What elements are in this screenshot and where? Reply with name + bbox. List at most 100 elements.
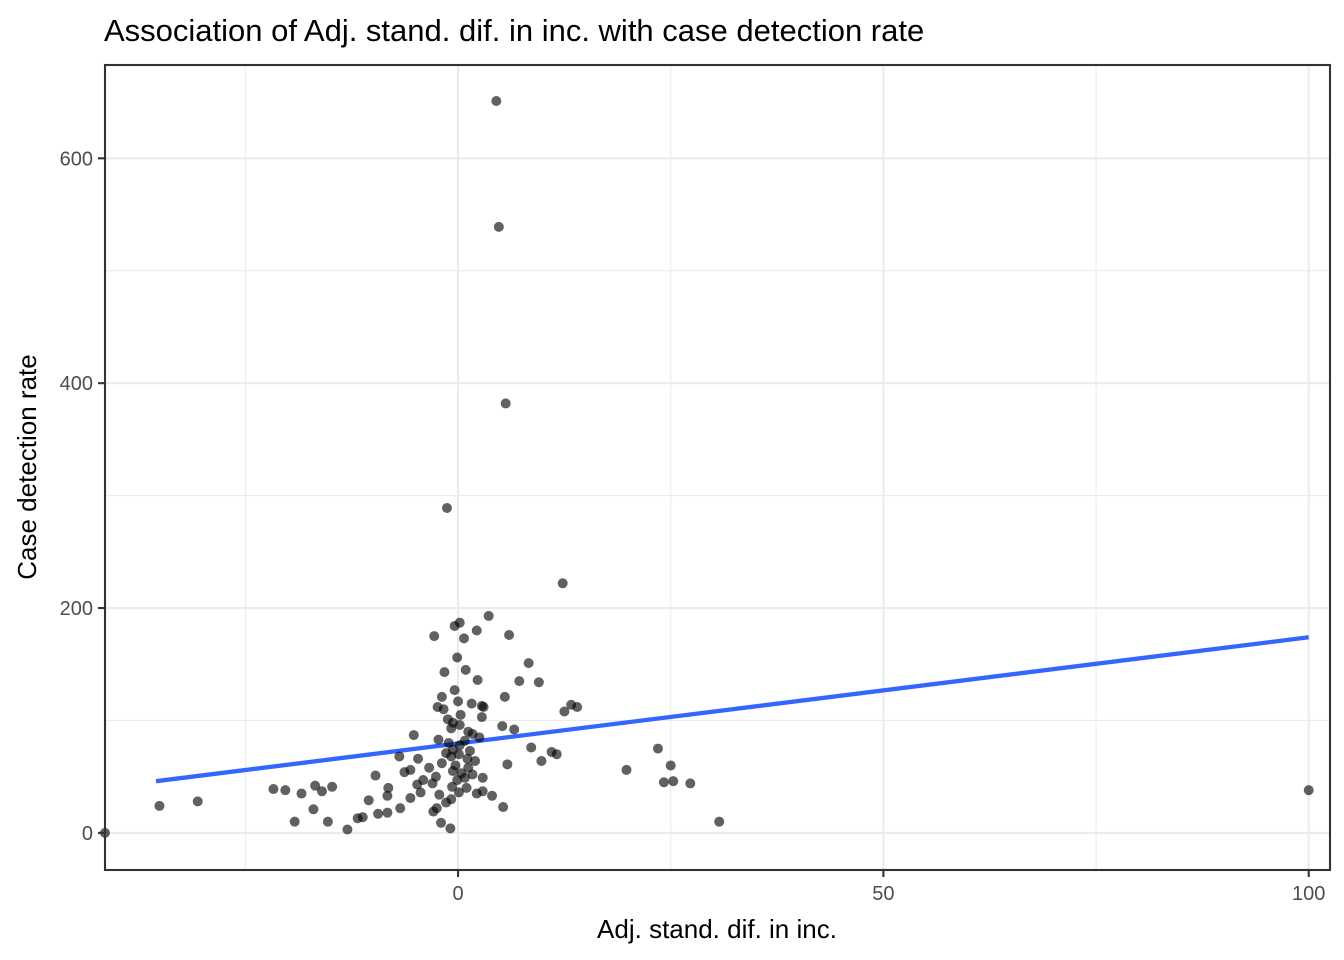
data-point [268, 784, 279, 795]
data-point [370, 770, 381, 781]
data-point [413, 753, 424, 764]
data-point [557, 578, 568, 589]
data-point [497, 721, 508, 732]
x-tick-label: 0 [452, 883, 463, 905]
data-point [526, 742, 537, 753]
data-point [447, 766, 458, 777]
data-point [551, 749, 562, 760]
data-point [447, 781, 458, 792]
data-point [523, 658, 534, 669]
data-point [487, 790, 498, 801]
data-point [559, 706, 570, 717]
data-point [460, 664, 471, 675]
data-point [427, 778, 438, 789]
data-point [474, 732, 485, 743]
y-tick-label: 200 [60, 598, 93, 620]
data-point [327, 781, 338, 792]
data-point [621, 764, 632, 775]
data-point [441, 502, 452, 513]
data-point [399, 767, 410, 778]
data-point [466, 698, 477, 709]
data-point [509, 724, 520, 735]
data-point [449, 621, 460, 632]
data-point [316, 786, 327, 797]
data-point [536, 755, 547, 766]
data-point [504, 630, 515, 641]
data-point [452, 652, 463, 663]
data-point [310, 780, 321, 791]
data-point [665, 760, 676, 771]
data-point [454, 719, 465, 730]
grid-lines [105, 65, 1330, 870]
data-point [461, 782, 472, 793]
y-axis-title: Case detection rate [12, 354, 42, 579]
data-point [441, 797, 452, 808]
data-point [533, 677, 544, 688]
data-point [445, 823, 456, 834]
trend-line-layer [155, 635, 1309, 784]
data-point [154, 800, 165, 811]
data-point [394, 751, 405, 762]
data-point [514, 676, 525, 687]
chart-title: Association of Adj. stand. dif. in inc. … [104, 13, 924, 48]
data-point [412, 779, 423, 790]
data-point [434, 789, 445, 800]
data-point [668, 776, 679, 787]
data-point [1303, 785, 1314, 796]
data-point [308, 804, 319, 815]
data-point [428, 806, 439, 817]
data-point [467, 769, 478, 780]
data-point [429, 631, 440, 642]
data-point [436, 817, 447, 828]
axes: 0 50 100 0 200 400 600 [60, 148, 1326, 905]
data-point [424, 762, 435, 773]
data-point [280, 785, 291, 796]
data-point [499, 691, 510, 702]
data-point [491, 95, 502, 106]
data-point [453, 787, 464, 798]
data-point [352, 813, 363, 824]
trend-line [155, 635, 1309, 784]
data-point [446, 751, 457, 762]
data-point [289, 816, 300, 827]
data-point [714, 816, 725, 827]
panel-border [103, 63, 1332, 872]
data-point [500, 398, 511, 409]
x-axis-title: Adj. stand. dif. in inc. [597, 914, 837, 944]
data-point [458, 633, 469, 644]
data-point [471, 788, 482, 799]
data-point [477, 772, 488, 783]
data-point [405, 793, 416, 804]
data-point [502, 759, 513, 770]
data-point [472, 674, 483, 685]
data-point [296, 788, 307, 799]
data-point [382, 790, 393, 801]
data-point [322, 816, 333, 827]
data-point [433, 734, 444, 745]
data-point [483, 610, 494, 621]
data-point [471, 625, 482, 636]
data-point [652, 743, 663, 754]
y-tick-label: 600 [60, 148, 93, 170]
data-point [436, 758, 447, 769]
data-point [446, 723, 457, 734]
data-point [478, 701, 489, 712]
data-point [342, 824, 353, 835]
data-point [438, 704, 449, 715]
data-point [459, 772, 470, 783]
x-tick-label: 50 [872, 883, 894, 905]
data-point [453, 696, 464, 707]
data-point [192, 796, 203, 807]
data-point [408, 730, 419, 741]
data-point [462, 753, 473, 764]
data-point [415, 787, 426, 798]
data-point [453, 749, 464, 760]
data-point [470, 755, 481, 766]
data-point [658, 777, 669, 788]
data-point [363, 795, 374, 806]
data-point [572, 701, 583, 712]
y-tick-label: 0 [82, 823, 93, 845]
data-point [493, 221, 504, 232]
data-point [685, 778, 696, 789]
